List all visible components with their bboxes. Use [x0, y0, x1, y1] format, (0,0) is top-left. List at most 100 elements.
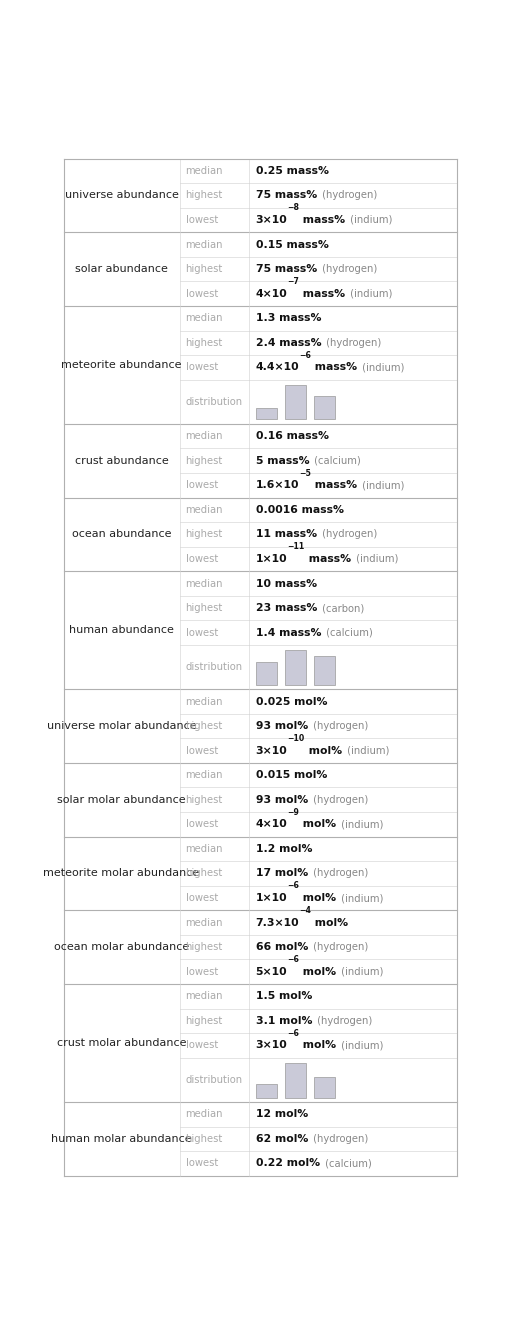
Text: human abundance: human abundance [69, 625, 174, 635]
Bar [285, 384, 306, 420]
Text: lowest: lowest [185, 1041, 218, 1050]
Text: −6: −6 [299, 350, 311, 359]
Text: −4: −4 [299, 906, 311, 915]
Text: highest: highest [185, 721, 223, 731]
Text: distribution: distribution [185, 1075, 243, 1085]
Text: 0.16 mass%: 0.16 mass% [256, 431, 329, 441]
Text: meteorite molar abundance: meteorite molar abundance [44, 868, 200, 878]
Text: 1×10: 1×10 [256, 893, 287, 904]
Text: distribution: distribution [185, 662, 243, 672]
Text: highest: highest [185, 604, 223, 613]
Text: highest: highest [185, 795, 223, 804]
Text: (carbon): (carbon) [319, 604, 364, 613]
Text: (indium): (indium) [338, 1041, 384, 1050]
Text: lowest: lowest [185, 1159, 218, 1168]
Text: 1.3 mass%: 1.3 mass% [256, 313, 321, 324]
Text: 62 mol%: 62 mol% [256, 1133, 308, 1144]
Text: median: median [185, 696, 223, 707]
Text: median: median [185, 431, 223, 441]
Text: 66 mol%: 66 mol% [256, 942, 308, 952]
Text: 5×10: 5×10 [256, 967, 287, 976]
Bar [257, 662, 277, 684]
Text: median: median [185, 844, 223, 853]
Text: (indium): (indium) [359, 362, 404, 373]
Text: 11 mass%: 11 mass% [256, 530, 317, 539]
Text: lowest: lowest [185, 745, 218, 756]
Text: distribution: distribution [185, 396, 243, 407]
Text: (indium): (indium) [359, 481, 404, 490]
Text: (indium): (indium) [338, 967, 384, 976]
Text: median: median [185, 770, 223, 781]
Text: 10 mass%: 10 mass% [256, 579, 317, 589]
Text: (hydrogen): (hydrogen) [319, 190, 377, 201]
Text: (hydrogen): (hydrogen) [314, 1016, 372, 1026]
Text: (indium): (indium) [338, 893, 384, 904]
Bar [285, 650, 306, 684]
Text: highest: highest [185, 338, 223, 347]
Text: (indium): (indium) [347, 289, 393, 299]
Text: (hydrogen): (hydrogen) [323, 338, 382, 347]
Text: lowest: lowest [185, 893, 218, 904]
Text: median: median [185, 1110, 223, 1119]
Bar [257, 408, 277, 420]
Text: 12 mol%: 12 mol% [256, 1110, 308, 1119]
Text: (calcium): (calcium) [322, 1159, 371, 1168]
Text: 7.3×10: 7.3×10 [256, 918, 299, 927]
Text: (hydrogen): (hydrogen) [319, 530, 377, 539]
Text: 0.22 mol%: 0.22 mol% [256, 1159, 320, 1168]
Bar [314, 396, 335, 420]
Text: 23 mass%: 23 mass% [256, 604, 317, 613]
Text: (indium): (indium) [353, 553, 398, 564]
Text: (hydrogen): (hydrogen) [310, 795, 368, 804]
Text: (indium): (indium) [344, 745, 389, 756]
Text: 0.025 mol%: 0.025 mol% [256, 696, 327, 707]
Text: highest: highest [185, 1133, 223, 1144]
Text: (calcium): (calcium) [311, 456, 361, 466]
Text: ocean molar abundance: ocean molar abundance [54, 942, 189, 952]
Text: (hydrogen): (hydrogen) [319, 264, 377, 273]
Text: lowest: lowest [185, 215, 218, 225]
Text: 1.6×10: 1.6×10 [256, 481, 299, 490]
Text: median: median [185, 991, 223, 1001]
Text: highest: highest [185, 868, 223, 878]
Text: −11: −11 [287, 543, 304, 551]
Bar [314, 1077, 335, 1098]
Text: (hydrogen): (hydrogen) [310, 1133, 368, 1144]
Text: mol%: mol% [305, 745, 342, 756]
Text: solar molar abundance: solar molar abundance [57, 795, 186, 804]
Text: 3.1 mol%: 3.1 mol% [256, 1016, 312, 1026]
Text: −8: −8 [288, 203, 299, 213]
Text: mass%: mass% [311, 481, 357, 490]
Text: 1.2 mol%: 1.2 mol% [256, 844, 312, 853]
Text: median: median [185, 313, 223, 324]
Text: 4.4×10: 4.4×10 [256, 362, 299, 373]
Text: mol%: mol% [311, 918, 348, 927]
Text: −10: −10 [288, 734, 305, 742]
Text: 0.0016 mass%: 0.0016 mass% [256, 505, 343, 515]
Bar [285, 1063, 306, 1098]
Text: lowest: lowest [185, 627, 218, 638]
Text: 3×10: 3×10 [256, 1041, 288, 1050]
Text: 17 mol%: 17 mol% [256, 868, 308, 878]
Text: mass%: mass% [299, 215, 345, 225]
Text: 1.4 mass%: 1.4 mass% [256, 627, 321, 638]
Text: 3×10: 3×10 [256, 215, 288, 225]
Text: 93 mol%: 93 mol% [256, 795, 308, 804]
Text: 0.15 mass%: 0.15 mass% [256, 239, 329, 250]
Text: 3×10: 3×10 [256, 745, 288, 756]
Text: median: median [185, 239, 223, 250]
Text: median: median [185, 579, 223, 589]
Text: lowest: lowest [185, 967, 218, 976]
Text: (indium): (indium) [347, 215, 393, 225]
Text: highest: highest [185, 942, 223, 952]
Text: highest: highest [185, 190, 223, 201]
Text: mol%: mol% [299, 819, 336, 830]
Text: universe molar abundance: universe molar abundance [47, 721, 197, 731]
Text: mol%: mol% [299, 967, 336, 976]
Text: lowest: lowest [185, 289, 218, 299]
Text: −5: −5 [299, 469, 311, 478]
Text: −7: −7 [288, 277, 299, 285]
Text: 4×10: 4×10 [256, 819, 288, 830]
Text: 0.25 mass%: 0.25 mass% [256, 166, 329, 176]
Text: 75 mass%: 75 mass% [256, 190, 317, 201]
